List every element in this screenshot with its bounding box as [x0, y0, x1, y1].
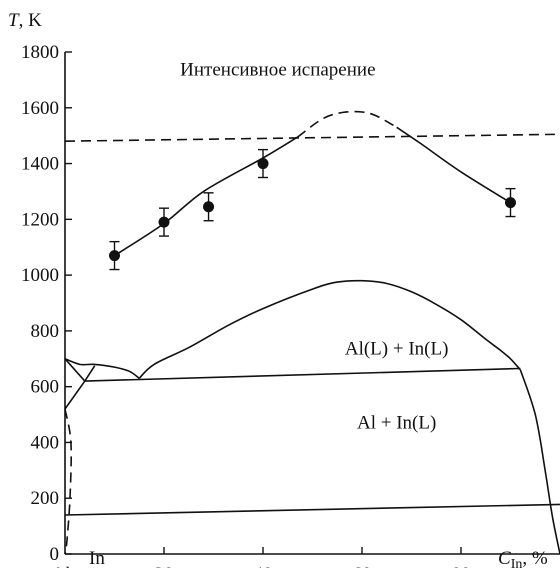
y-tick-label: 800	[31, 321, 60, 342]
y-tick-label: 600	[31, 377, 60, 398]
liquidus-curve	[138, 279, 521, 379]
monotectic-line	[84, 367, 521, 382]
experimental-points	[109, 148, 516, 271]
data-point	[158, 216, 170, 228]
annotation-label: Al + In(L)	[357, 413, 436, 434]
y-axis-label: T, K	[8, 10, 42, 31]
solvus-dashed-curve	[64, 408, 73, 555]
fit-curve	[114, 136, 299, 257]
dashed-dome-curve	[297, 110, 398, 138]
axes	[64, 52, 560, 555]
eutectic-line	[64, 503, 560, 516]
x-tick-label: 40	[254, 564, 273, 568]
data-point	[109, 250, 120, 262]
y-tick-label: 1800	[21, 42, 59, 63]
decline-curve	[396, 126, 511, 204]
x-origin-sublabel: In	[89, 548, 105, 568]
data-point	[203, 201, 215, 213]
ticks: 0 200 400 600 800 1000 1200 1400 1600 1800 20 40 60 8…	[21, 42, 471, 568]
y-tick-label: 200	[31, 488, 60, 509]
y-tick-label: 1400	[21, 154, 59, 175]
x-origin-label: Al	[52, 564, 71, 568]
y-tick-label: 400	[31, 432, 60, 453]
labels: T, K CIn, % Интенсивное испарение Al(L) + I…	[8, 10, 548, 568]
y-tick-label: 1000	[21, 265, 59, 286]
x-tick-label: 60	[353, 564, 372, 568]
y-tick-label: 1200	[21, 209, 59, 230]
al-rich-liquidus	[64, 358, 140, 379]
in-side-curve	[519, 369, 560, 555]
y-tick-label: 1600	[21, 98, 59, 119]
curves	[64, 110, 560, 555]
boiling-dashed-line	[64, 133, 560, 142]
x-tick-label: 80	[452, 564, 471, 568]
y-tick-label: 0	[50, 544, 60, 565]
left-boundary	[64, 358, 86, 410]
annotation-label: Al(L) + In(L)	[345, 339, 449, 360]
data-point	[505, 197, 516, 209]
x-axis-label: CIn, %	[498, 548, 548, 568]
data-point	[257, 158, 269, 170]
x-tick-label: 20	[155, 564, 174, 568]
wedge-line	[84, 365, 96, 382]
annotation-label: Интенсивное испарение	[180, 60, 375, 81]
